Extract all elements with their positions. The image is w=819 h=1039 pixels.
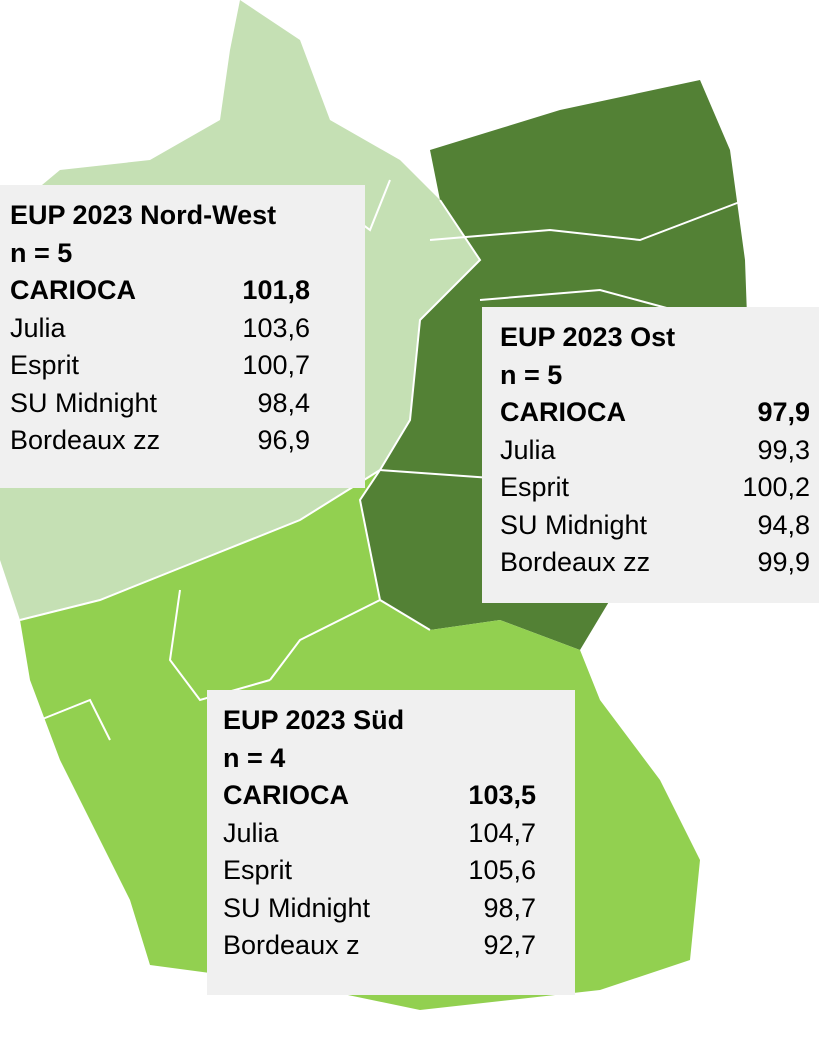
box-count: n = 5	[500, 359, 563, 390]
variety-row: SU Midnight 98,7	[223, 890, 575, 928]
variety-name: SU Midnight	[10, 387, 158, 418]
variety-row: Bordeaux zz 99,9	[500, 544, 819, 582]
variety-value: 98,7	[483, 892, 536, 923]
variety-value: 94,8	[757, 509, 810, 540]
variety-row: Julia 99,3	[500, 432, 819, 470]
variety-row: Esprit 100,7	[10, 347, 365, 385]
info-box: EUP 2023 Süd n = 4 CARIOCA 103,5 Julia 104,7 E…	[207, 690, 575, 995]
variety-name: Bordeaux zz	[10, 425, 161, 455]
variety-row: SU Midnight 94,8	[500, 507, 819, 545]
variety-row: Esprit 100,2	[500, 469, 819, 507]
variety-name: CARIOCA	[223, 780, 349, 810]
variety-value: 104,7	[468, 817, 536, 848]
variety-row: CARIOCA 101,8	[10, 272, 365, 310]
variety-value: 92,7	[483, 930, 536, 960]
variety-row: Julia 104,7	[223, 815, 575, 853]
box-title: EUP 2023 Ost	[500, 322, 676, 352]
variety-name: Esprit	[223, 855, 293, 885]
variety-row: CARIOCA 103,5	[223, 777, 575, 815]
variety-value: 101,8	[242, 275, 310, 305]
info-box: EUP 2023 Ost n = 5 CARIOCA 97,9 Julia 99,3 Esp…	[482, 307, 819, 603]
variety-value: 97,9	[757, 397, 810, 427]
box-count: n = 5	[10, 237, 73, 268]
variety-name: Esprit	[10, 350, 80, 380]
variety-name: Julia	[223, 817, 279, 848]
variety-value: 100,2	[742, 472, 810, 502]
variety-row: SU Midnight 98,4	[10, 385, 365, 423]
variety-name: Bordeaux zz	[500, 547, 651, 577]
box-count: n = 4	[223, 742, 286, 773]
variety-name: SU Midnight	[500, 509, 648, 540]
variety-row: CARIOCA 97,9	[500, 394, 819, 432]
variety-row: Bordeaux zz 96,9	[10, 422, 365, 460]
variety-value: 103,5	[468, 780, 536, 810]
variety-value: 105,6	[468, 855, 536, 885]
box-title: EUP 2023 Süd	[223, 705, 405, 735]
info-box: EUP 2023 Nord-West n = 5 CARIOCA 101,8 Julia…	[0, 185, 365, 488]
variety-row: Bordeaux z 92,7	[223, 927, 575, 965]
variety-value: 100,7	[242, 350, 310, 380]
variety-name: Bordeaux z	[223, 930, 360, 960]
box-title: EUP 2023 Nord-West	[10, 200, 277, 230]
variety-name: Julia	[500, 434, 556, 465]
variety-name: Esprit	[500, 472, 570, 502]
variety-row: Julia 103,6	[10, 310, 365, 348]
variety-row: Esprit 105,6	[223, 852, 575, 890]
variety-value: 103,6	[242, 312, 310, 343]
variety-name: SU Midnight	[223, 892, 371, 923]
variety-value: 96,9	[257, 425, 310, 455]
variety-value: 99,3	[757, 434, 810, 465]
variety-name: CARIOCA	[500, 397, 626, 427]
variety-name: Julia	[10, 312, 66, 343]
variety-name: CARIOCA	[10, 275, 136, 305]
variety-value: 99,9	[757, 547, 810, 577]
variety-value: 98,4	[257, 387, 310, 418]
